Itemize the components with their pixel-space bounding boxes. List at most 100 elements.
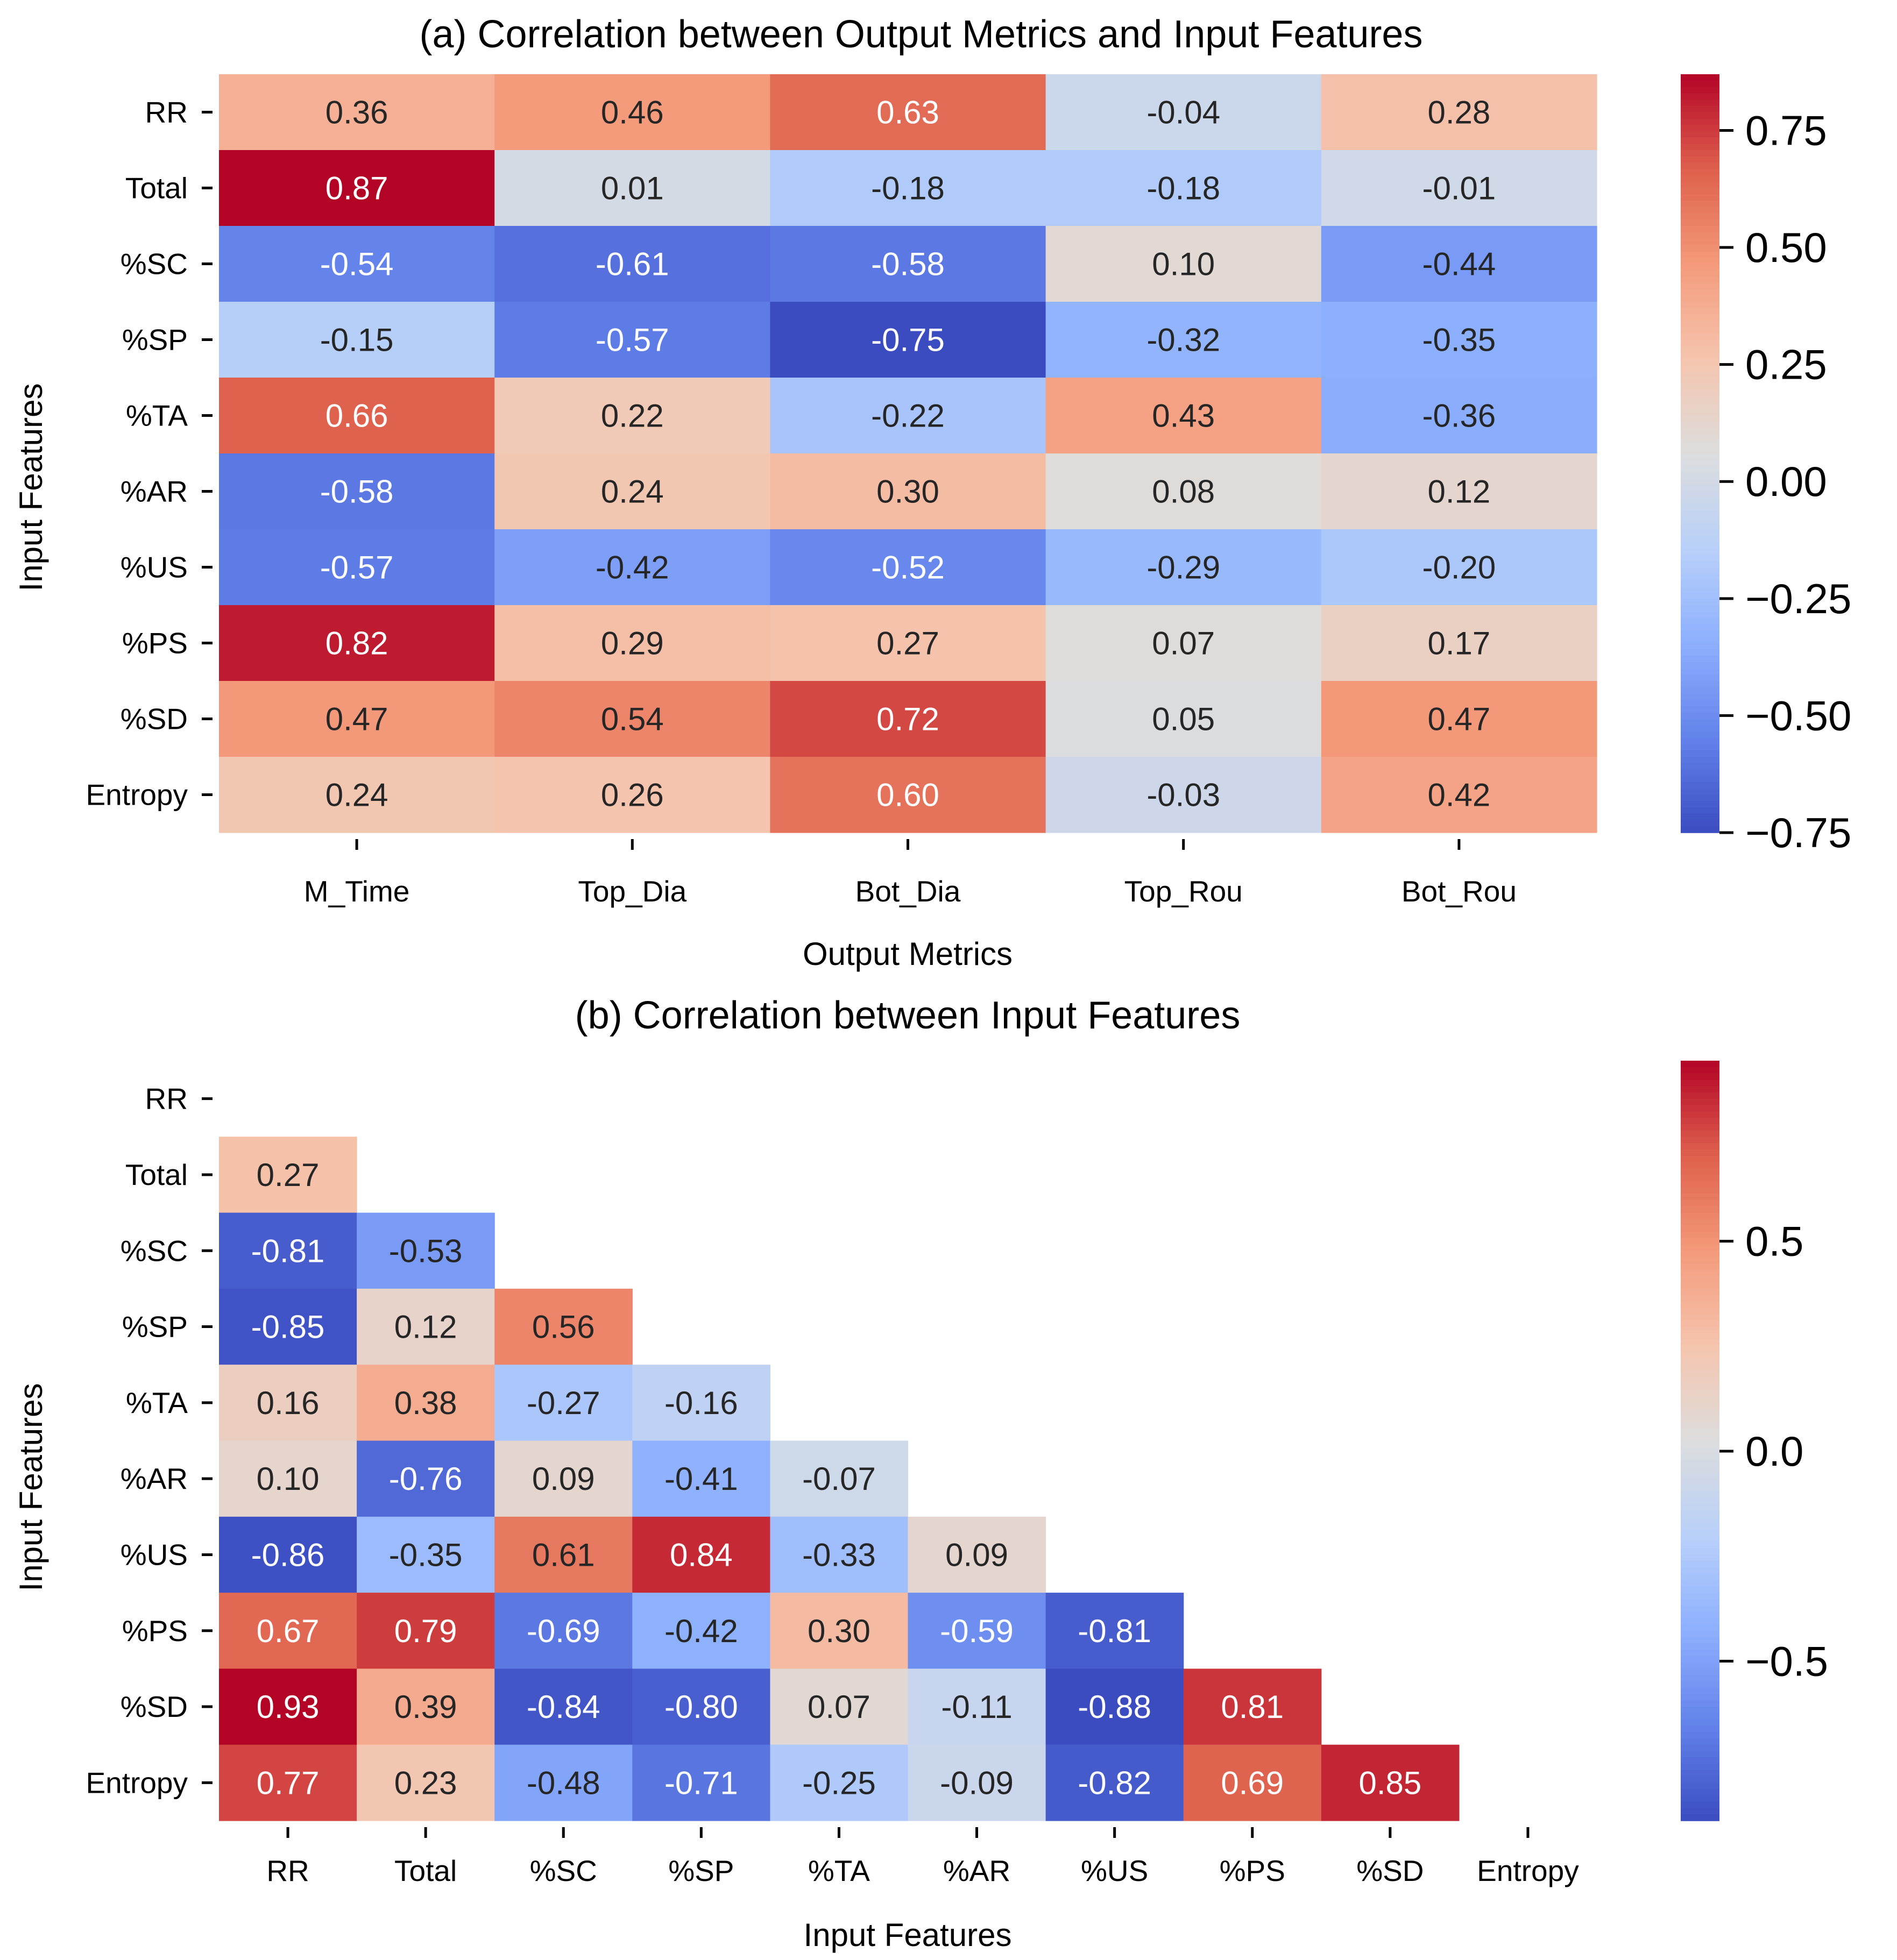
cell-value-label: 0.42 — [1428, 777, 1491, 813]
y-tick-label: RR — [145, 96, 188, 129]
colorbar-segment — [1681, 1650, 1719, 1657]
heatmap-cell — [219, 1668, 357, 1745]
heatmap-cell — [770, 302, 1046, 378]
colorbar-segment — [1681, 1092, 1719, 1099]
colorbar-segment — [1681, 1447, 1719, 1454]
chart-a-x-axis-label: Output Metrics — [803, 936, 1013, 972]
colorbar-tick-label: 0.5 — [1745, 1218, 1803, 1265]
colorbar-segment — [1681, 498, 1719, 505]
x-tick-label: %TA — [808, 1854, 870, 1887]
cell-value-label: 0.46 — [601, 95, 664, 131]
colorbar-segment — [1681, 485, 1719, 492]
heatmap-cell — [1045, 226, 1322, 302]
heatmap-cell — [632, 1593, 770, 1669]
heatmap-cell — [219, 1440, 357, 1517]
heatmap-cell — [494, 605, 770, 681]
cell-value-label: -0.42 — [664, 1613, 738, 1649]
heatmap-cell — [494, 757, 770, 833]
cell-value-label: 0.54 — [601, 701, 664, 737]
colorbar-segment — [1681, 732, 1719, 738]
cell-value-label: -0.75 — [871, 322, 945, 358]
y-tick-label: %AR — [121, 475, 188, 508]
chart-a-title: (a) Correlation between Output Metrics a… — [420, 13, 1423, 56]
heatmap-cell — [908, 1516, 1046, 1593]
heatmap-cell — [908, 1668, 1046, 1745]
cell-value-label: 0.60 — [876, 777, 939, 813]
colorbar-segment — [1681, 662, 1719, 669]
x-tick-label: %US — [1081, 1854, 1148, 1887]
colorbar-segment — [1681, 93, 1719, 100]
colorbar-tick-label: −0.25 — [1745, 575, 1851, 622]
cell-value-label: 0.85 — [1358, 1765, 1421, 1801]
colorbar-segment — [1681, 459, 1719, 467]
cell-value-label: 0.87 — [325, 171, 388, 207]
heatmap-cell — [494, 1365, 633, 1441]
chart-a-heatmap: (a) Correlation between Output Metrics a… — [13, 13, 1851, 972]
chart-a-cells: 0.36 0.46 0.63 -0.04 0.28 0.87 0.01 -0.18 -0.18 -… — [219, 74, 1597, 833]
x-tick-label: Entropy — [1477, 1854, 1579, 1887]
heatmap-cell — [1183, 1668, 1322, 1745]
colorbar-segment — [1681, 87, 1719, 94]
colorbar-segment — [1681, 118, 1719, 125]
colorbar-segment — [1681, 447, 1719, 454]
colorbar-segment — [1681, 1326, 1719, 1334]
y-tick-label: %TA — [126, 1386, 188, 1419]
colorbar-segment — [1681, 295, 1719, 302]
colorbar-segment — [1681, 1472, 1719, 1479]
y-tick-label: %TA — [126, 399, 188, 432]
colorbar-segment — [1681, 1485, 1719, 1492]
heatmap-cell — [770, 1668, 909, 1745]
heatmap-cell — [219, 1593, 357, 1669]
colorbar-segment — [1681, 1725, 1719, 1732]
cell-value-label: 0.12 — [394, 1309, 457, 1345]
colorbar-segment — [1681, 725, 1719, 732]
cell-value-label: -0.15 — [320, 322, 394, 358]
heatmap-cell — [219, 74, 495, 151]
colorbar-segment — [1681, 813, 1719, 821]
heatmap-cell — [219, 529, 495, 606]
cell-value-label: 0.43 — [1152, 398, 1215, 434]
cell-value-label: -0.69 — [527, 1613, 600, 1649]
colorbar-segment — [1681, 681, 1719, 688]
heatmap-cell — [1321, 226, 1597, 302]
colorbar-segment — [1681, 1117, 1719, 1125]
heatmap-cell — [770, 529, 1046, 606]
x-tick-label: Top_Rou — [1124, 875, 1243, 908]
cell-value-label: -0.22 — [871, 398, 945, 434]
heatmap-cell — [357, 1593, 495, 1669]
colorbar-segment — [1681, 162, 1719, 170]
cell-value-label: -0.54 — [320, 246, 394, 282]
colorbar-segment — [1681, 415, 1719, 423]
x-tick-label: Bot_Dia — [855, 875, 961, 908]
colorbar-segment — [1681, 131, 1719, 138]
chart-b-y-axis-label: Input Features — [13, 1383, 49, 1592]
cell-value-label: -0.27 — [527, 1385, 600, 1421]
colorbar-segment — [1681, 378, 1719, 385]
colorbar-segment — [1681, 1111, 1719, 1118]
chart-b-x-tick-labels: RR Total %SC %SP %TA %AR %US %PS %SD Entropy — [266, 1827, 1579, 1887]
heatmap-cell — [219, 757, 495, 833]
heatmap-cell — [1045, 150, 1322, 226]
x-tick-label: %AR — [943, 1854, 1010, 1887]
cell-value-label: -0.18 — [871, 171, 945, 207]
chart-b-heatmap: (b) Correlation between Input Features 0… — [13, 994, 1828, 1953]
colorbar-segment — [1681, 719, 1719, 726]
cell-value-label: -0.59 — [940, 1613, 1014, 1649]
y-tick-label: %SP — [122, 1310, 188, 1344]
heatmap-cell — [1045, 1668, 1184, 1745]
colorbar-segment — [1681, 617, 1719, 625]
heatmap-cell — [1321, 757, 1597, 833]
heatmap-cell — [1045, 378, 1322, 454]
colorbar-segment — [1681, 1732, 1719, 1739]
colorbar-segment — [1681, 1073, 1719, 1081]
colorbar-tick-label: 0.0 — [1745, 1428, 1803, 1475]
colorbar-segment — [1681, 523, 1719, 530]
cell-value-label: 0.84 — [670, 1537, 733, 1573]
colorbar-segment — [1681, 1137, 1719, 1144]
cell-value-label: -0.58 — [320, 474, 394, 510]
cell-value-label: -0.57 — [596, 322, 669, 358]
colorbar-segment — [1681, 264, 1719, 271]
cell-value-label: -0.35 — [389, 1537, 463, 1573]
colorbar-segment — [1681, 1288, 1719, 1296]
heatmap-cell — [494, 378, 770, 454]
